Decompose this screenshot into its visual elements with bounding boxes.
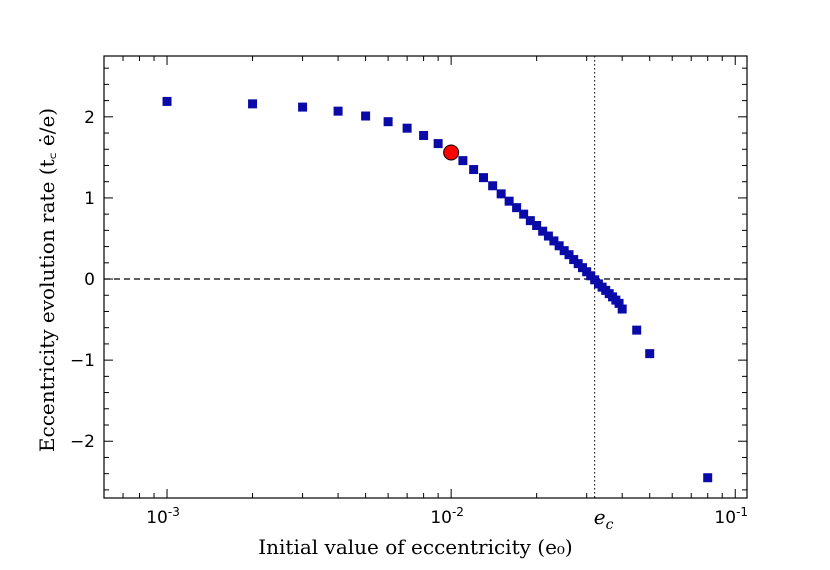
data-point-square — [543, 231, 553, 241]
data-point-square — [564, 250, 574, 260]
data-point-square — [469, 165, 479, 175]
data-point-square — [554, 241, 564, 251]
data-point-square — [488, 181, 498, 191]
data-point-square — [632, 325, 642, 335]
y-tick-label: 2 — [84, 108, 95, 128]
x-axis-label: Initial value of eccentricity (e₀) — [258, 535, 572, 559]
data-point-square — [383, 117, 393, 127]
x-tick-label: 10-3 — [146, 505, 180, 528]
data-point-square — [458, 156, 468, 166]
plot-frame — [103, 55, 748, 499]
data-point-square — [419, 130, 429, 140]
x-tick-label: 10-1 — [714, 505, 748, 528]
data-point-square — [402, 123, 412, 133]
y-tick-label: −1 — [70, 351, 95, 371]
data-point-square — [645, 349, 655, 359]
data-point-square — [333, 106, 343, 116]
y-tick-label: 1 — [84, 189, 95, 209]
data-point-square — [512, 203, 522, 213]
data-point-square — [248, 99, 258, 109]
data-point-square — [519, 209, 529, 219]
data-point-square — [496, 189, 506, 199]
data-point-square — [361, 111, 371, 121]
data-point-square — [162, 96, 172, 106]
critical-eccentricity-label: ec — [594, 505, 614, 533]
y-tick-label: −2 — [70, 432, 95, 452]
data-point-square — [559, 246, 569, 256]
data-point-square — [504, 196, 514, 206]
data-point-square — [479, 173, 489, 183]
data-point-square — [525, 216, 535, 226]
data-point-square — [703, 473, 713, 483]
data-point-square — [549, 236, 559, 246]
y-axis-label: Eccentricity evolution rate (t꜀ ė/e) — [35, 108, 59, 452]
y-tick-label: 0 — [84, 270, 95, 290]
data-point-highlight — [443, 144, 460, 161]
x-tick-label: 10-2 — [430, 505, 464, 528]
data-point-square — [617, 304, 627, 314]
data-point-square — [298, 102, 308, 112]
data-point-square — [433, 139, 443, 149]
data-point-square — [532, 221, 542, 231]
data-point-square — [538, 226, 548, 236]
data-point-square — [614, 298, 624, 308]
